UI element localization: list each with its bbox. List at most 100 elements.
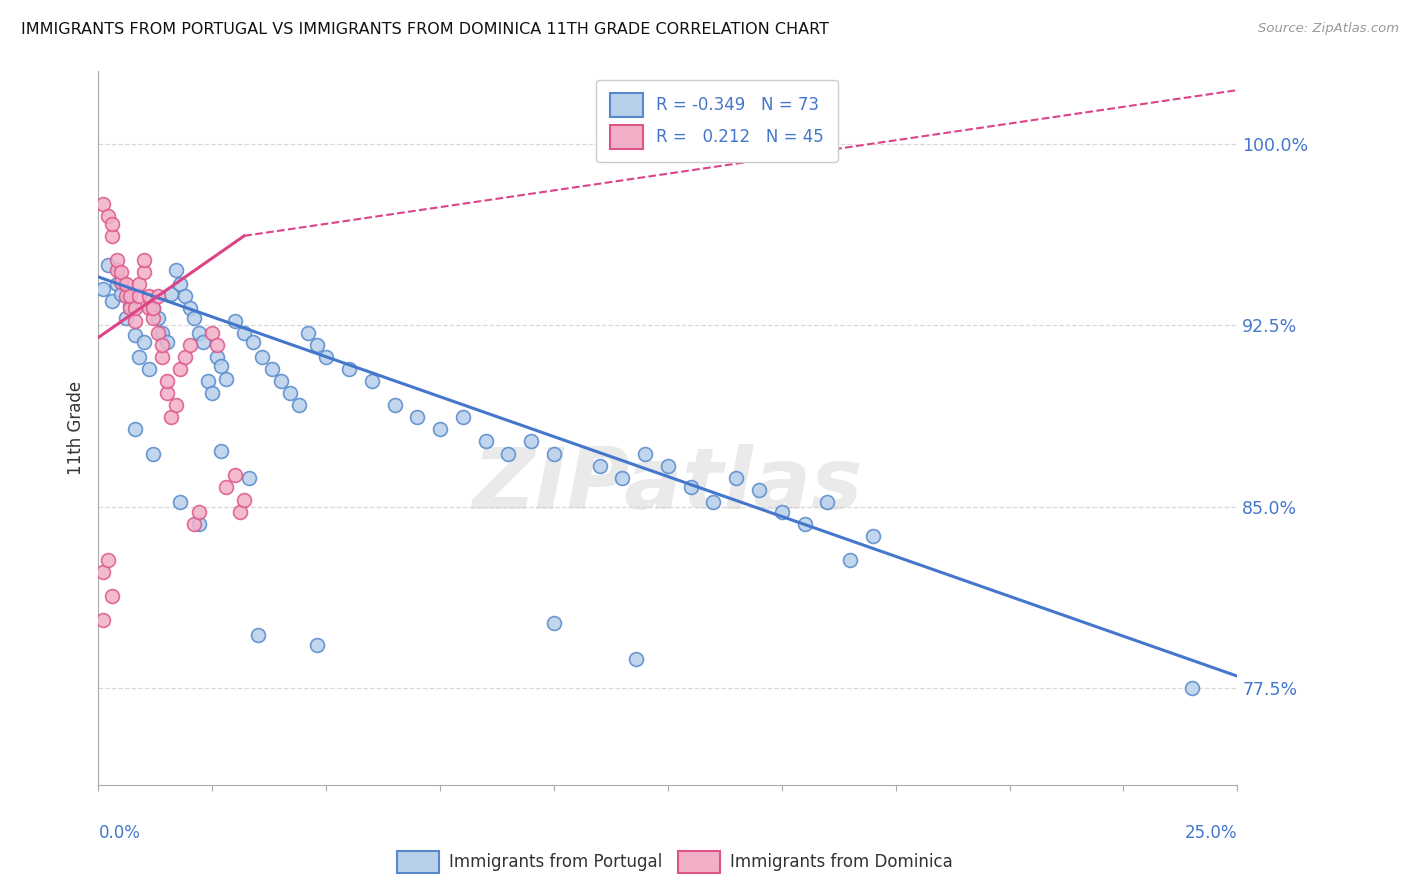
Point	[165, 398, 187, 412]
Point	[174, 289, 197, 303]
Point	[770, 505, 793, 519]
Point	[146, 311, 169, 326]
Point	[124, 313, 146, 327]
Point	[187, 516, 209, 531]
Point	[278, 386, 301, 401]
Point	[201, 326, 224, 340]
Point	[238, 471, 260, 485]
Point	[588, 458, 610, 473]
Point	[101, 228, 124, 243]
Point	[793, 516, 815, 531]
Point	[96, 258, 118, 272]
Point	[815, 495, 838, 509]
Point	[209, 444, 232, 458]
Point	[101, 217, 124, 231]
Point	[288, 398, 311, 412]
Text: Source: ZipAtlas.com: Source: ZipAtlas.com	[1258, 22, 1399, 36]
Text: 0.0%: 0.0%	[98, 824, 141, 842]
Point	[197, 374, 219, 388]
Point	[120, 299, 142, 313]
Point	[337, 362, 360, 376]
Point	[105, 262, 128, 277]
Point	[193, 335, 215, 350]
Point	[105, 253, 128, 268]
Point	[725, 471, 748, 485]
Point	[146, 326, 169, 340]
Point	[120, 289, 142, 303]
Point	[142, 301, 165, 316]
Point	[612, 471, 634, 485]
Point	[132, 265, 155, 279]
Point	[150, 326, 173, 340]
Point	[224, 468, 246, 483]
Y-axis label: 11th Grade: 11th Grade	[67, 381, 86, 475]
Point	[205, 350, 228, 364]
Point	[150, 337, 173, 351]
Point	[634, 446, 657, 460]
Point	[156, 335, 179, 350]
Point	[360, 374, 382, 388]
Point	[215, 371, 238, 385]
Point	[315, 350, 337, 364]
Point	[862, 529, 884, 543]
Point	[101, 294, 124, 309]
Point	[406, 410, 429, 425]
Point	[156, 374, 179, 388]
Point	[187, 505, 209, 519]
Point	[96, 210, 118, 224]
Point	[233, 492, 256, 507]
Point	[543, 615, 565, 630]
Point	[224, 313, 246, 327]
Point	[169, 277, 191, 292]
Point	[183, 516, 205, 531]
Point	[679, 480, 702, 494]
Point	[498, 446, 520, 460]
Point	[169, 362, 191, 376]
Point	[110, 265, 132, 279]
Point	[702, 495, 724, 509]
Point	[156, 386, 179, 401]
Point	[124, 301, 146, 316]
Point	[205, 337, 228, 351]
Point	[160, 410, 183, 425]
Point	[124, 328, 146, 343]
Point	[246, 628, 269, 642]
Point	[215, 480, 238, 494]
Point	[429, 422, 451, 436]
Point	[252, 350, 274, 364]
Point	[174, 350, 197, 364]
Point	[187, 326, 209, 340]
Point	[242, 335, 264, 350]
Point	[543, 446, 565, 460]
Point	[228, 505, 250, 519]
Point	[146, 289, 169, 303]
Point	[748, 483, 770, 497]
Point	[91, 565, 114, 579]
Point	[307, 337, 329, 351]
Text: ZIPatlas: ZIPatlas	[472, 443, 863, 527]
Point	[169, 495, 191, 509]
Point	[839, 553, 862, 567]
Point	[110, 275, 132, 289]
Point	[474, 434, 496, 449]
Point	[297, 326, 319, 340]
Point	[233, 326, 256, 340]
Point	[110, 286, 132, 301]
Point	[132, 253, 155, 268]
Point	[307, 638, 329, 652]
Point	[138, 301, 160, 316]
Point	[138, 362, 160, 376]
Point	[624, 652, 647, 666]
Point	[114, 311, 136, 326]
Point	[128, 277, 150, 292]
Point	[160, 286, 183, 301]
Point	[91, 197, 114, 211]
Point	[209, 359, 232, 374]
Point	[142, 311, 165, 326]
Point	[120, 301, 142, 316]
Point	[91, 282, 114, 296]
Point	[124, 422, 146, 436]
Point	[101, 589, 124, 603]
Point	[1181, 681, 1204, 696]
Point	[105, 277, 128, 292]
